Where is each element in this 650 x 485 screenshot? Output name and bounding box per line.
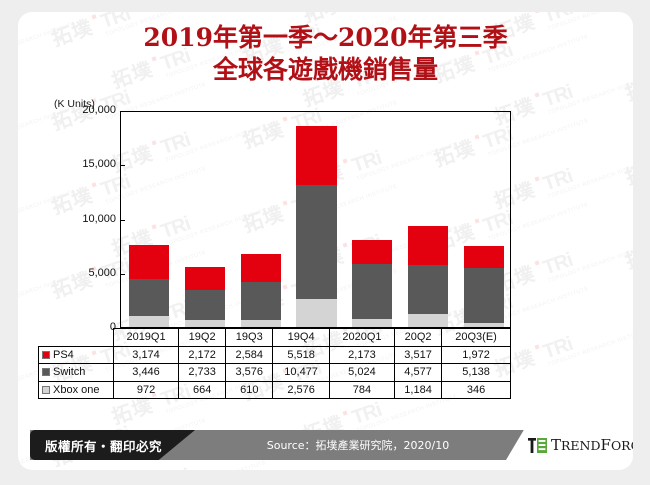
y-tick-mark	[120, 273, 125, 275]
table-cell: 346	[441, 380, 511, 399]
table-cell: 3,576	[225, 363, 274, 382]
bar-segment-xbox-one	[408, 314, 449, 327]
legend-swatch-icon	[42, 368, 50, 377]
table-col-header: 20Q3(E)	[441, 328, 511, 347]
table-cell: 5,138	[441, 363, 511, 382]
table-row: PS4 3,174 2,172 2,584 5,518 2,173 3,517 1,972	[38, 345, 511, 364]
bar-19Q2	[184, 266, 225, 327]
bar-segment-switch	[352, 264, 393, 319]
table-cell: 2,584	[225, 345, 274, 364]
plot-area	[120, 111, 511, 328]
trendforce-wordmark: TRENDFORCE	[551, 435, 633, 454]
table-cell: 2,172	[178, 345, 227, 364]
table-col-header: 2019Q1	[112, 328, 180, 347]
bar-segment-ps4	[184, 266, 225, 291]
bar-segment-switch	[463, 267, 505, 324]
legend-item-ps4: PS4	[38, 345, 114, 364]
data-table: 2019Q1 19Q2 19Q3 19Q4 2020Q1 20Q2 20Q3(E) PS4 3…	[38, 328, 511, 399]
bar-2020Q1	[352, 240, 393, 327]
bar-19Q3	[240, 253, 281, 327]
bar-segment-xbox-one	[463, 323, 505, 327]
table-cell: 1,972	[441, 345, 511, 364]
bar-segment-ps4	[128, 244, 170, 280]
table-cell: 3,517	[393, 345, 443, 364]
legend-item-xbox-one: Xbox one	[38, 380, 114, 399]
table-cell: 10,477	[272, 363, 330, 382]
y-tick-label: 0	[109, 321, 116, 333]
table-col-header: 20Q2	[393, 328, 443, 347]
source-text: Source：拓墣產業研究院，2020/10	[266, 439, 450, 452]
legend-label: Switch	[53, 366, 86, 379]
trendforce-mark-icon	[528, 437, 547, 453]
copyright-text: 版權所有・翻印必究	[45, 438, 163, 454]
table-cell: 4,577	[393, 363, 443, 382]
legend-item-switch: Switch	[38, 363, 114, 382]
table-corner-cell	[38, 328, 114, 347]
legend-label: PS4	[53, 348, 74, 361]
table-cell: 972	[112, 380, 180, 399]
y-tick-label: 20,000	[82, 104, 116, 116]
bar-segment-xbox-one	[184, 319, 225, 327]
footer-bar: 版權所有・翻印必究 Source：拓墣產業研究院，2020/10 TRENDFO…	[18, 430, 633, 460]
table-cell: 3,446	[112, 363, 180, 382]
page-title-line2: 全球各遊戲機銷售量	[212, 55, 438, 84]
legend-swatch-icon	[42, 350, 50, 359]
bar-segment-xbox-one	[352, 318, 393, 327]
table-cell: 784	[328, 380, 395, 399]
table-cell: 1,184	[393, 380, 443, 399]
table-row: Switch 3,446 2,733 3,576 10,477 5,024 4,577 5,1…	[38, 363, 511, 382]
table-col-header: 19Q4	[272, 328, 330, 347]
y-tick-label: 15,000	[82, 158, 116, 171]
bar-segment-xbox-one	[296, 299, 337, 327]
table-col-header: 19Q2	[178, 328, 227, 347]
table-cell: 2,576	[272, 380, 330, 399]
bar-19Q4	[296, 125, 337, 328]
y-tick-label: 5,000	[88, 266, 116, 279]
bar-segment-switch	[240, 281, 281, 321]
table-row: Xbox one 972 664 610 2,576 784 1,184 346	[38, 380, 511, 399]
brand-rend: REND	[561, 437, 601, 453]
bar-segment-ps4	[296, 125, 337, 186]
table-col-header: 19Q3	[225, 328, 274, 347]
y-tick-label: 10,000	[82, 212, 116, 225]
brand-orce: ORCE	[610, 437, 633, 453]
bar-segment-xbox-one	[240, 320, 281, 327]
table-cell: 5,024	[328, 363, 395, 382]
table-cell: 610	[225, 380, 274, 399]
table-cell: 2,173	[328, 345, 395, 364]
legend-label: Xbox one	[53, 383, 100, 396]
y-axis-unit-label: (K Units)	[54, 98, 95, 110]
brand-f: F	[600, 435, 611, 454]
table-cell: 5,518	[272, 345, 330, 364]
bar-20Q2	[408, 226, 449, 327]
page-title-line1: 2019年第一季～2020年第三季	[143, 23, 508, 52]
legend-swatch-icon	[42, 385, 50, 394]
chart-area: (K Units) 0 5,000 10,000 15,000 20,000	[18, 12, 633, 470]
brand-t: T	[551, 435, 562, 454]
table-header-row: 2019Q1 19Q2 19Q3 19Q4 2020Q1 20Q2 20Q3(E)	[38, 328, 511, 347]
bar-segment-switch	[408, 264, 449, 315]
bar-segment-switch	[128, 279, 170, 317]
table-body: PS4 3,174 2,172 2,584 5,518 2,173 3,517 1,972 Sw…	[38, 345, 511, 399]
bar-20Q3E	[463, 246, 505, 327]
bar-2019Q1	[128, 244, 170, 327]
bar-segment-switch	[296, 185, 337, 300]
bar-segment-ps4	[352, 240, 393, 264]
trendforce-logo: TRENDFORCE	[528, 435, 633, 454]
bar-segment-ps4	[408, 226, 449, 265]
page-title: 2019年第一季～2020年第三季 全球各遊戲機銷售量	[18, 22, 633, 86]
bar-segment-ps4	[463, 246, 505, 268]
bar-segment-xbox-one	[128, 316, 170, 327]
table-cell: 3,174	[112, 345, 180, 364]
bar-segment-ps4	[240, 253, 281, 282]
y-tick-mark	[120, 219, 125, 221]
table-cell: 2,733	[178, 363, 227, 382]
bar-segment-switch	[184, 290, 225, 320]
brand-panel: TRENDFORCE	[506, 430, 633, 460]
table-cell: 664	[178, 380, 227, 399]
y-tick-mark	[120, 165, 125, 167]
table-col-header: 2020Q1	[328, 328, 395, 347]
table-head: 2019Q1 19Q2 19Q3 19Q4 2020Q1 20Q2 20Q3(E)	[38, 328, 511, 347]
